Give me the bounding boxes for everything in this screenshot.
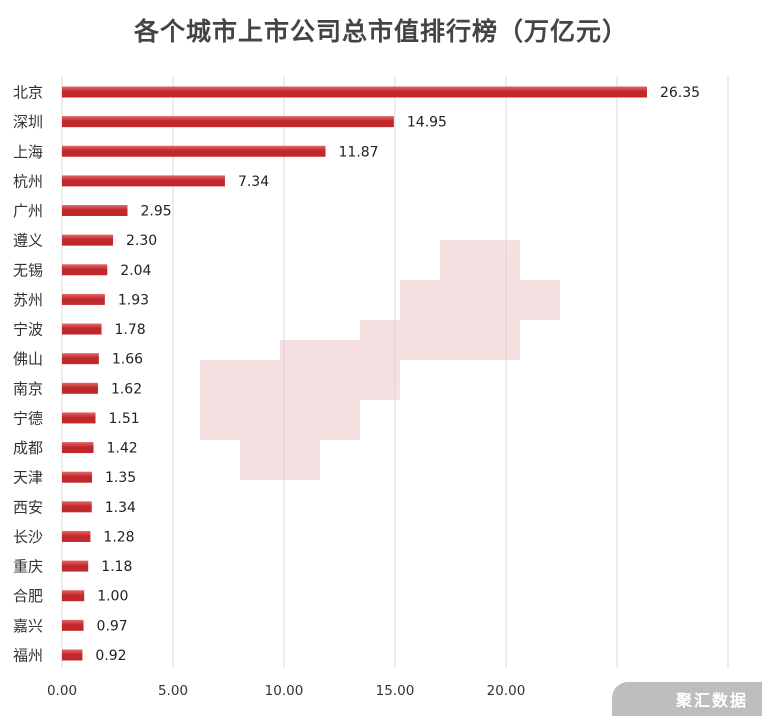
brand-logo: 聚汇数据 [612,682,762,716]
value-label-7: 1.93 [118,292,149,308]
value-label-18: 0.97 [97,618,128,634]
value-label-14: 1.34 [105,500,136,516]
category-label-8: 宁波 [13,321,43,339]
category-label-2: 上海 [13,143,43,161]
category-label-15: 长沙 [13,528,43,546]
category-label-9: 佛山 [13,350,43,368]
bar-10 [62,382,98,394]
bar-1 [62,116,394,128]
value-label-2: 11.87 [339,144,379,160]
value-label-5: 2.30 [126,233,157,249]
bar-8 [62,323,102,335]
label-layer: 北京 26.35 深圳 14.95 上海 11.87 杭州 7.34 广州 2.95 遵义 2.30 无… [13,84,700,665]
bar-9 [62,353,99,365]
brand-logo-text: 聚汇数据 [675,691,748,710]
chart-title: 各个城市上市公司总市值排行榜（万亿元） [133,17,628,46]
bar-7 [62,293,105,305]
category-label-1: 深圳 [13,113,43,131]
value-label-4: 2.95 [140,204,171,220]
category-label-3: 杭州 [13,172,43,190]
bar-15 [62,530,91,542]
value-label-11: 1.51 [109,411,140,427]
value-label-6: 2.04 [120,263,151,279]
category-label-19: 福州 [13,646,43,664]
bar-3 [62,175,225,187]
bar-0 [62,86,647,98]
bar-11 [62,412,96,424]
bar-2 [62,145,326,157]
x-tick-label-3: 15.00 [376,683,415,699]
value-label-19: 0.92 [95,648,126,664]
value-label-1: 14.95 [407,115,447,131]
x-tick-label-4: 20.00 [487,683,526,699]
bar-4 [62,205,128,217]
category-label-18: 嘉兴 [13,617,43,635]
category-label-5: 遵义 [13,232,43,250]
value-label-3: 7.34 [238,174,269,190]
bar-13 [62,471,92,483]
value-label-13: 1.35 [105,470,136,486]
x-axis-ticks: 0.00 5.00 10.00 15.00 20.00 [47,683,525,699]
bar-19 [62,649,83,661]
bar-14 [62,501,92,513]
category-label-17: 合肥 [13,587,43,605]
category-label-13: 天津 [13,469,43,487]
value-label-15: 1.28 [103,529,134,545]
bar-layer [62,86,647,661]
bar-12 [62,442,94,454]
value-label-10: 1.62 [111,381,142,397]
x-tick-label-0: 0.00 [47,683,77,699]
x-tick-label-1: 5.00 [158,683,188,699]
bar-18 [62,619,84,631]
category-label-4: 广州 [13,202,43,220]
value-label-16: 1.18 [101,559,132,575]
category-label-16: 重庆 [13,558,43,576]
bar-5 [62,234,114,246]
value-label-17: 1.00 [97,589,128,605]
category-label-7: 苏州 [13,291,43,309]
value-label-12: 1.42 [107,441,138,457]
bar-6 [62,264,108,276]
bar-17 [62,590,85,602]
value-label-8: 1.78 [115,322,146,338]
category-label-11: 宁德 [13,409,43,427]
category-label-0: 北京 [13,84,43,102]
category-label-6: 无锡 [13,261,43,279]
category-label-12: 成都 [13,439,43,457]
category-label-10: 南京 [13,380,43,398]
bar-16 [62,560,89,572]
category-label-14: 西安 [13,498,43,516]
value-label-9: 1.66 [112,352,143,368]
x-tick-label-2: 10.00 [265,683,304,699]
value-label-0: 26.35 [660,85,700,101]
